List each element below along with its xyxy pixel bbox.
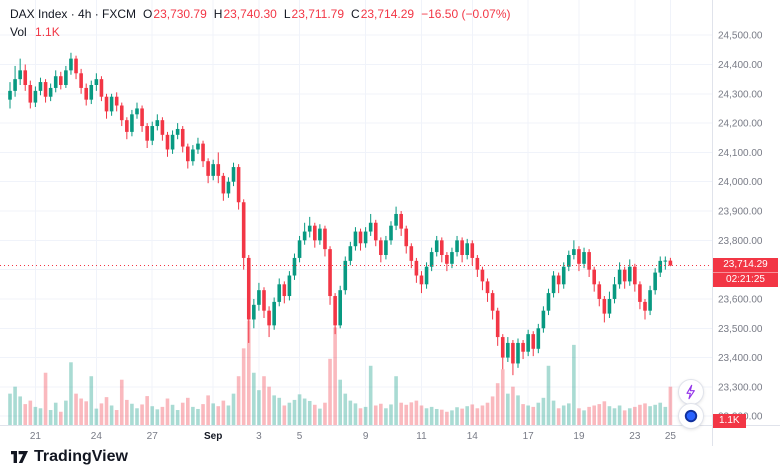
svg-text:11: 11 <box>416 431 427 442</box>
svg-text:24,500.00: 24,500.00 <box>718 31 763 42</box>
svg-text:9: 9 <box>363 431 369 442</box>
svg-text:5: 5 <box>297 431 303 442</box>
change-value: −16.50 (−0.07%) <box>421 7 511 21</box>
price-axis[interactable]: 24,500.00 24,400.00 24,300.00 24,200.00 24,1… <box>718 31 763 423</box>
open-label: O <box>143 7 153 21</box>
lightning-icon <box>683 384 699 400</box>
svg-text:23,900.00: 23,900.00 <box>718 207 763 218</box>
svg-text:Sep: Sep <box>204 431 222 442</box>
svg-text:3: 3 <box>256 431 262 442</box>
volume-row: Vol 1.1K <box>10 25 511 39</box>
candles-series <box>8 52 673 376</box>
blue-dot-icon <box>682 407 700 425</box>
svg-text:23: 23 <box>629 431 641 442</box>
open-value: 23,730.79 <box>153 7 207 21</box>
symbol-title[interactable]: DAX Index · 4h · FXCM <box>10 7 137 21</box>
svg-text:24,300.00: 24,300.00 <box>718 89 763 100</box>
volume-value: 1.1K <box>35 25 60 39</box>
svg-text:23,500.00: 23,500.00 <box>718 324 763 335</box>
brand-name: TradingView <box>34 448 128 465</box>
time-axis[interactable]: 21 24 27 Sep 3 5 9 11 14 17 19 23 25 <box>30 431 677 442</box>
svg-text:24,100.00: 24,100.00 <box>718 148 763 159</box>
svg-text:24: 24 <box>91 431 103 442</box>
svg-text:17: 17 <box>523 431 535 442</box>
svg-text:24,000.00: 24,000.00 <box>718 177 763 188</box>
low-value: 23,711.79 <box>291 7 345 21</box>
svg-text:23,300.00: 23,300.00 <box>718 382 763 393</box>
tradingview-logo-icon <box>10 449 29 466</box>
bar-countdown-label: 02:21:25 <box>713 272 778 287</box>
live-status-button[interactable] <box>678 403 704 429</box>
svg-text:14: 14 <box>467 431 479 442</box>
high-label: H <box>213 7 223 21</box>
svg-text:23,600.00: 23,600.00 <box>718 294 763 305</box>
tradingview-logo[interactable]: TradingView <box>10 448 128 466</box>
legend: DAX Index · 4h · FXCM O 23,730.79 H 23,7… <box>10 7 511 39</box>
svg-text:19: 19 <box>573 431 585 442</box>
close-label: C <box>351 7 360 21</box>
close-value: 23,714.29 <box>360 7 415 21</box>
chart-canvas[interactable]: 24,500.00 24,400.00 24,300.00 24,200.00 24,1… <box>0 0 780 446</box>
svg-text:23,800.00: 23,800.00 <box>718 236 763 247</box>
svg-text:25: 25 <box>665 431 677 442</box>
volume-label[interactable]: Vol <box>10 25 27 39</box>
volume-pane <box>8 320 673 425</box>
svg-text:27: 27 <box>147 431 159 442</box>
last-price-label[interactable]: 23,714.29 <box>713 258 778 272</box>
volume-axis-badge: 1.1K <box>713 414 746 428</box>
svg-text:24,200.00: 24,200.00 <box>718 119 763 130</box>
boost-button[interactable] <box>678 379 704 405</box>
high-value: 23,740.30 <box>223 7 277 21</box>
low-label: L <box>283 7 291 21</box>
svg-text:21: 21 <box>30 431 42 442</box>
ohlc-row: DAX Index · 4h · FXCM O 23,730.79 H 23,7… <box>10 7 511 21</box>
grid <box>0 0 712 425</box>
svg-text:23,400.00: 23,400.00 <box>718 353 763 364</box>
svg-text:24,400.00: 24,400.00 <box>718 60 763 71</box>
